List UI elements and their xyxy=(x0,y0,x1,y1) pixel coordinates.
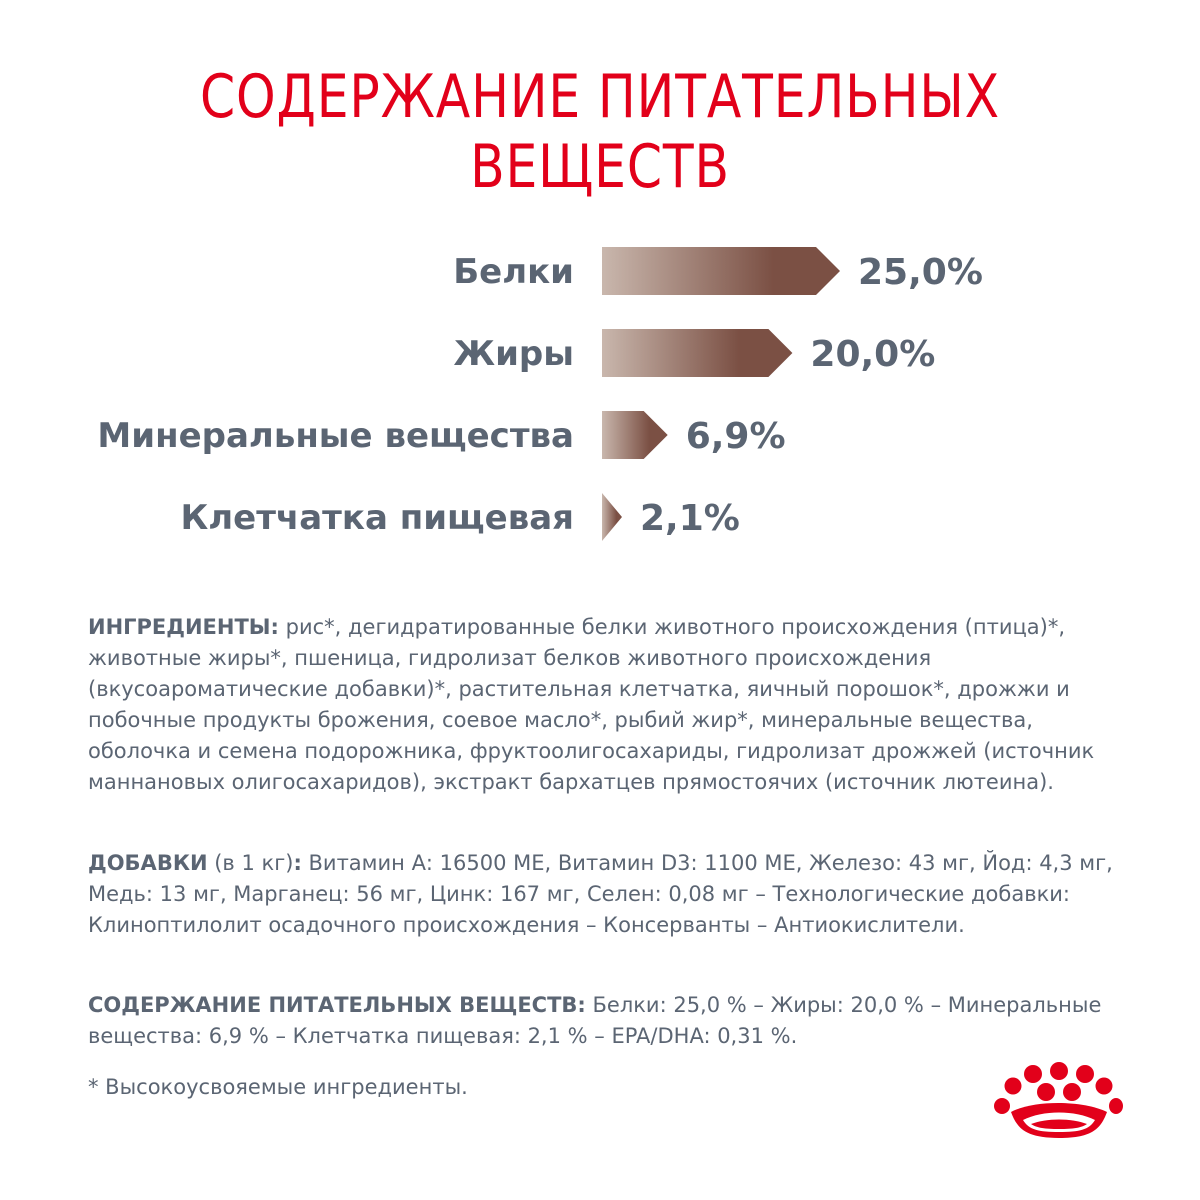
nutrients-text: СОДЕРЖАНИЕ ПИТАТЕЛЬНЫХ ВЕЩЕСТВ: Белки: 2… xyxy=(88,990,1128,1052)
bar-3 xyxy=(602,411,668,459)
nutrient-chart: Белки 25,0% Жиры 20,0% Минеральные вещества 6… xyxy=(97,247,983,541)
bar-2 xyxy=(602,329,793,377)
additives-colon: : xyxy=(293,851,302,875)
category-label-4: Клетчатка пищевая xyxy=(180,498,574,538)
nutrients-heading: СОДЕРЖАНИЕ ПИТАТЕЛЬНЫХ ВЕЩЕСТВ: xyxy=(88,993,586,1017)
bar-4 xyxy=(602,493,622,541)
ingredients-body: рис*, дегидратированные белки животного … xyxy=(88,615,1095,794)
category-label-2: Жиры xyxy=(453,334,574,374)
additives-qualifier: (в 1 кг) xyxy=(207,851,294,875)
royal-canin-crown-icon xyxy=(994,1062,1123,1138)
value-label-3: 6,9% xyxy=(686,416,786,457)
additives-text: ДОБАВКИ (в 1 кг): Витамин А: 16500 МЕ, В… xyxy=(88,848,1128,941)
additives-body: Витамин А: 16500 МЕ, Витамин D3: 1100 МЕ… xyxy=(88,851,1113,937)
bar-1 xyxy=(602,247,840,295)
footnote: * Высокоусвояемые ингредиенты. xyxy=(88,1075,468,1099)
additives-heading: ДОБАВКИ xyxy=(88,851,208,875)
value-label-4: 2,1% xyxy=(640,498,740,539)
value-label-2: 20,0% xyxy=(810,334,935,375)
page-title: СОДЕРЖАНИЕ ПИТАТЕЛЬНЫХ ВЕЩЕСТВ xyxy=(199,62,1001,202)
ingredients-text: ИНГРЕДИЕНТЫ: рис*, дегидратированные бел… xyxy=(88,612,1128,798)
nutrients-body: Белки: 25,0 % – Жиры: 20,0 % – Минеральн… xyxy=(88,993,1102,1048)
value-label-1: 25,0% xyxy=(858,252,983,293)
category-label-3: Минеральные вещества xyxy=(97,416,574,456)
category-label-1: Белки xyxy=(453,252,574,292)
ingredients-heading: ИНГРЕДИЕНТЫ: xyxy=(88,615,279,639)
